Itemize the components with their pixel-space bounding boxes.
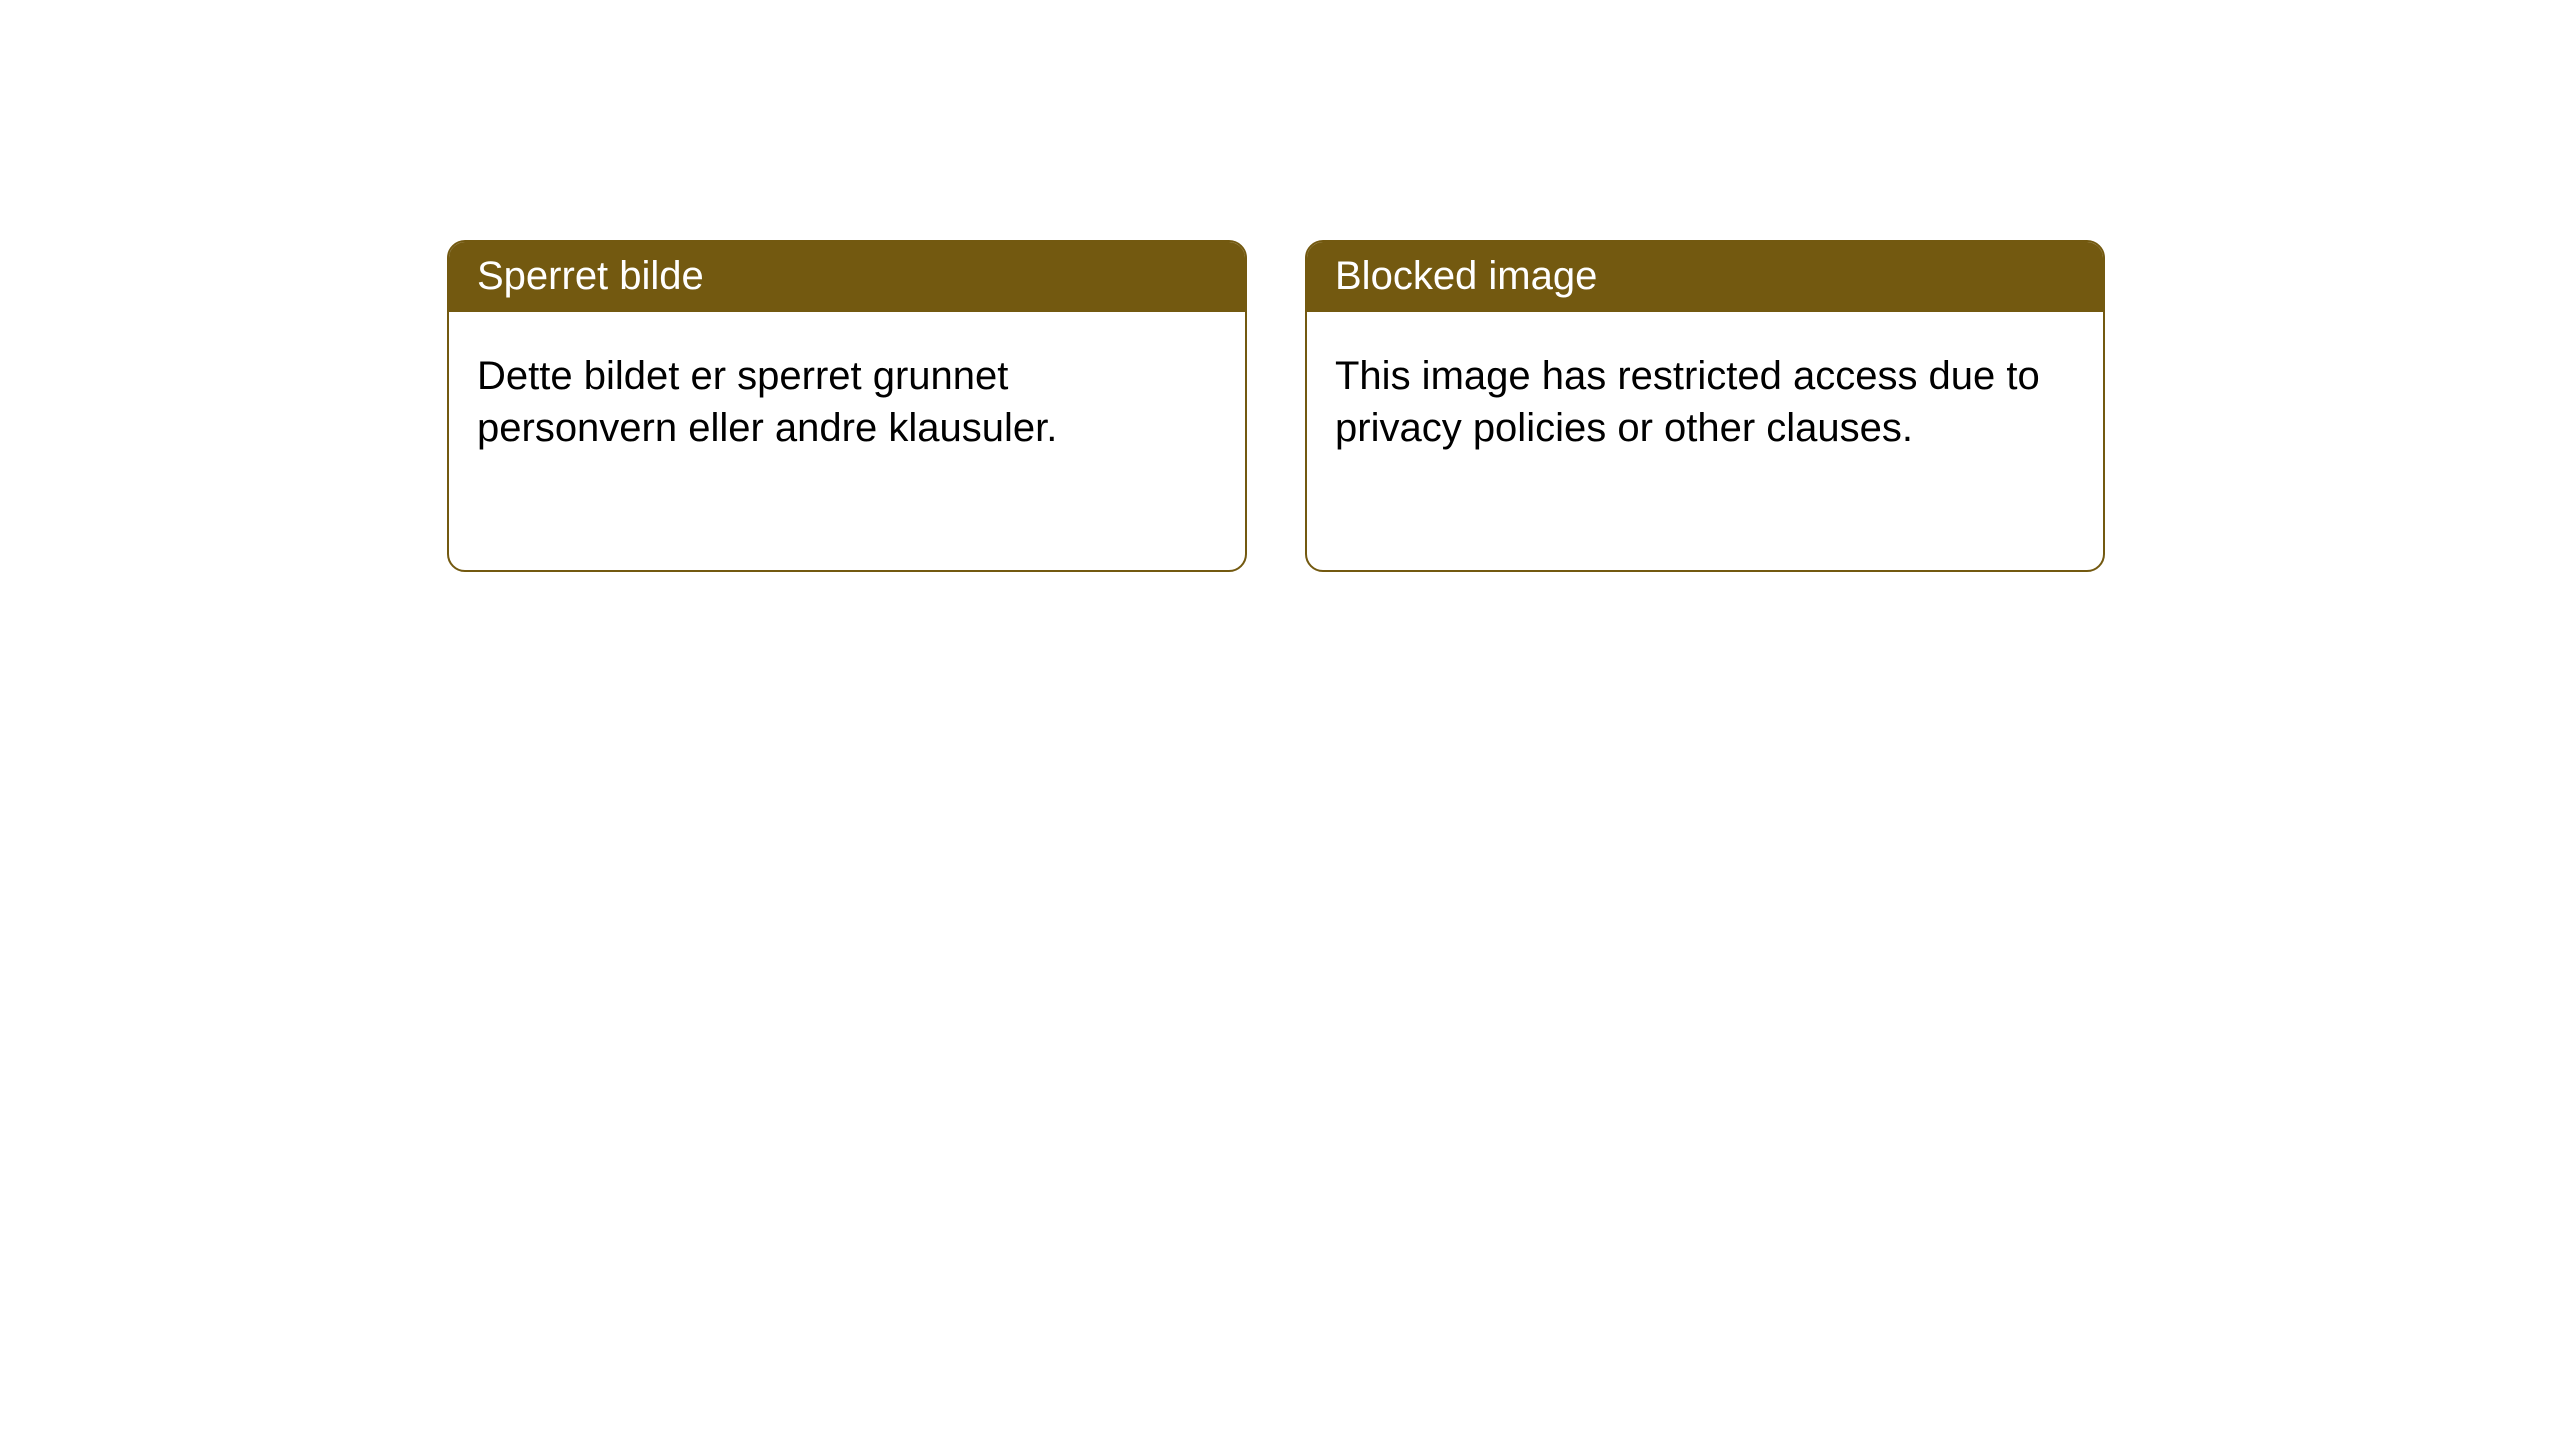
notice-container: Sperret bilde Dette bildet er sperret gr… bbox=[447, 240, 2105, 572]
notice-card-english: Blocked image This image has restricted … bbox=[1305, 240, 2105, 572]
notice-body-english: This image has restricted access due to … bbox=[1307, 312, 2103, 482]
notice-card-norwegian: Sperret bilde Dette bildet er sperret gr… bbox=[447, 240, 1247, 572]
notice-body-norwegian: Dette bildet er sperret grunnet personve… bbox=[449, 312, 1245, 482]
notice-header-norwegian: Sperret bilde bbox=[449, 242, 1245, 312]
notice-header-english: Blocked image bbox=[1307, 242, 2103, 312]
